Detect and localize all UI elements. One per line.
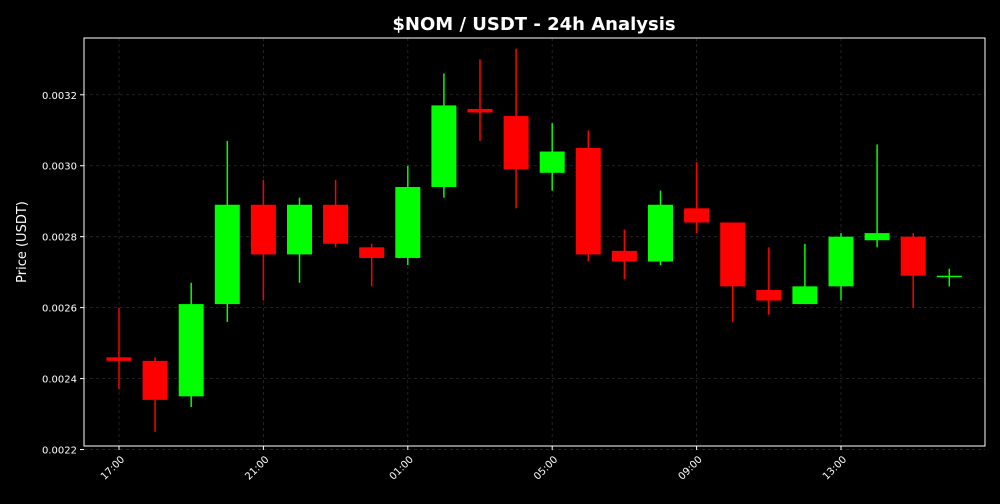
candle-body-up bbox=[287, 204, 312, 255]
candle-body-down bbox=[250, 204, 276, 255]
candle-bodies bbox=[106, 105, 962, 400]
candle-body-down bbox=[684, 208, 710, 223]
candle-body-down bbox=[503, 116, 529, 170]
candle-body-down bbox=[323, 204, 349, 244]
y-axis-label: Price (USDT) bbox=[15, 201, 30, 283]
candle-body-up bbox=[828, 236, 854, 287]
y-tick-label: 0.0028 bbox=[42, 233, 77, 244]
candle-body-down bbox=[611, 250, 637, 262]
candle-body-up bbox=[431, 105, 457, 188]
candle-body-down bbox=[359, 247, 385, 258]
candle-body-up bbox=[648, 204, 673, 262]
y-tick-label: 0.0032 bbox=[42, 91, 77, 102]
chart-title: $NOM / USDT - 24h Analysis bbox=[392, 14, 675, 35]
candle-body-down bbox=[575, 147, 601, 255]
candle-body-down bbox=[900, 236, 926, 276]
y-tick-label: 0.0024 bbox=[42, 375, 77, 386]
candle-body-up bbox=[864, 233, 890, 241]
candle-body-down bbox=[106, 357, 132, 361]
y-tick-label: 0.0022 bbox=[42, 446, 77, 457]
candle-body-down bbox=[142, 360, 168, 400]
y-axis-ticks: 0.0022 0.0024 0.0026 0.0028 0.0030 0.0032 bbox=[42, 91, 84, 457]
candle-body-up bbox=[539, 151, 565, 173]
y-tick-label: 0.0026 bbox=[42, 304, 77, 315]
candle-body-up bbox=[178, 304, 204, 397]
plot-frame bbox=[83, 37, 986, 447]
candle-body-down bbox=[467, 108, 493, 113]
y-tick-label: 0.0030 bbox=[42, 162, 77, 173]
candle-body-up bbox=[792, 286, 818, 305]
candle-body-down bbox=[756, 289, 782, 301]
candle-body-up bbox=[395, 187, 421, 258]
candle-body-down bbox=[720, 222, 746, 287]
candle-body-up bbox=[936, 275, 962, 278]
candle-body-up bbox=[214, 204, 240, 305]
